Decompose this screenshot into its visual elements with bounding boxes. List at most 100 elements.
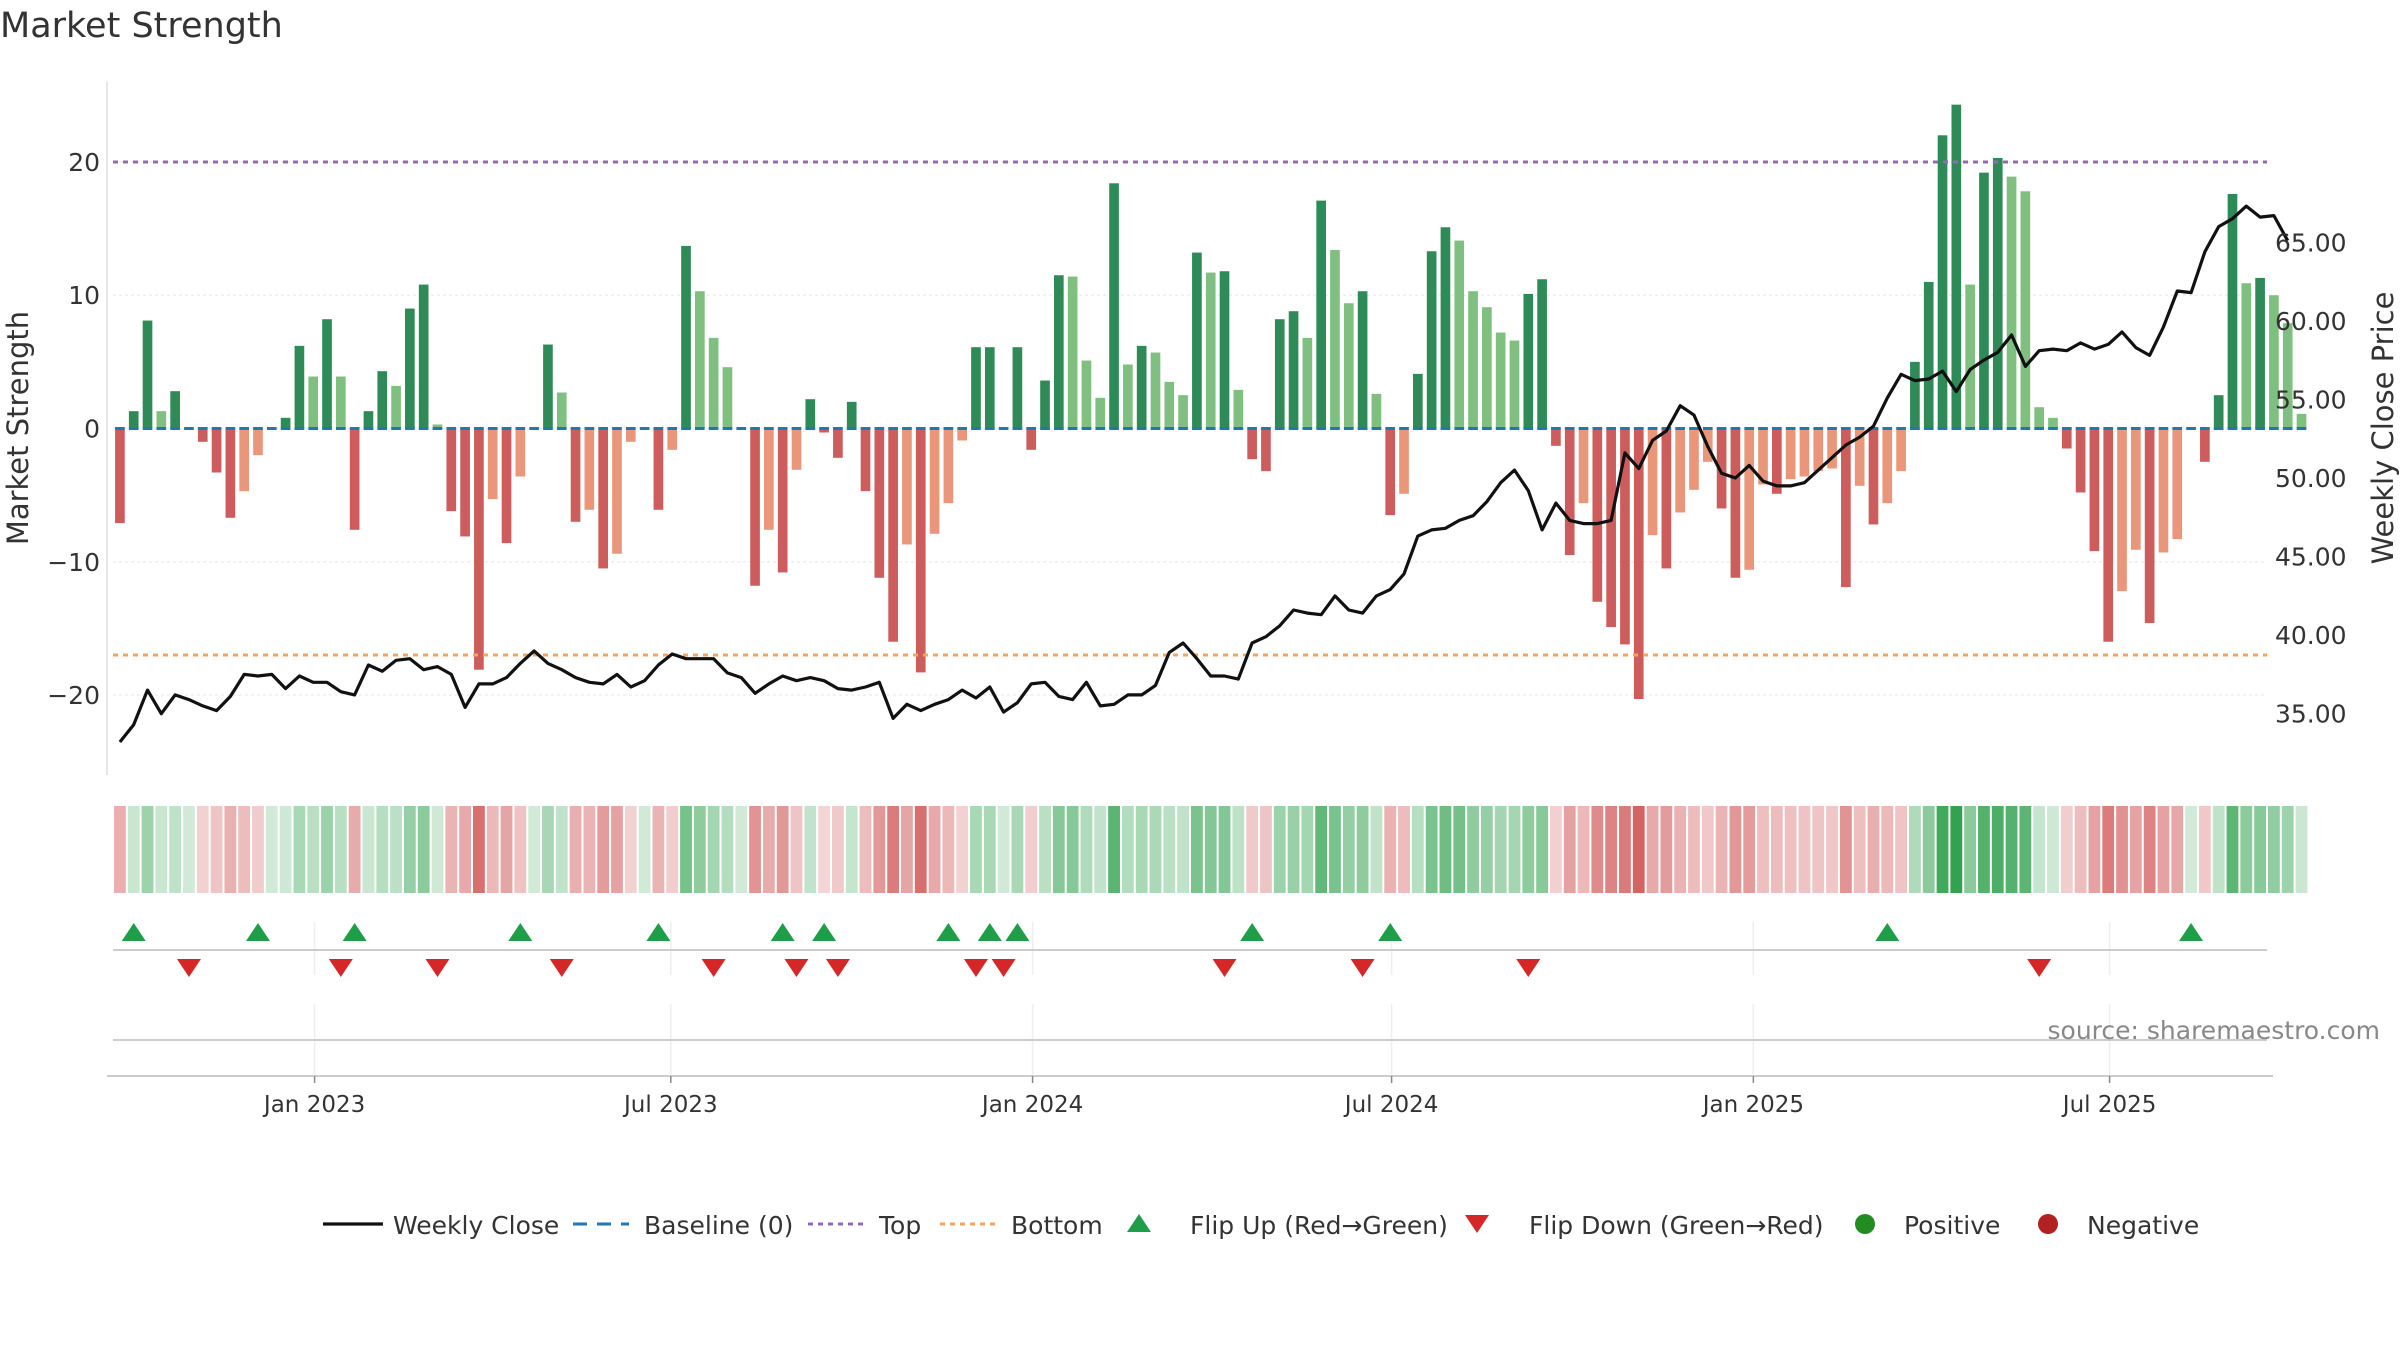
heat-cell — [1204, 806, 1217, 893]
strength-bar — [1385, 428, 1396, 516]
heat-cell — [417, 806, 430, 893]
x-tick-label: Jan 2025 — [1701, 1092, 1804, 1118]
strength-bar — [625, 428, 636, 442]
strength-bar — [391, 385, 401, 429]
strength-bar — [1482, 307, 1492, 429]
heat-cell — [307, 806, 320, 893]
legend-flip-down-label: Flip Down (Green→Red) — [1529, 1211, 1824, 1240]
strength-bar — [1675, 428, 1686, 513]
heat-cell — [1536, 806, 1548, 893]
strength-bar — [1343, 303, 1354, 429]
heat-cell — [1218, 806, 1231, 893]
strength-bar — [846, 401, 857, 429]
legend-negative-label: Negative — [2087, 1211, 2199, 1240]
heat-cell — [155, 806, 168, 893]
heat-cell — [1550, 806, 1562, 893]
strength-bar — [1440, 227, 1451, 429]
strength-bar — [1495, 332, 1506, 429]
heat-cell — [804, 806, 817, 893]
heat-cell — [956, 806, 969, 893]
strength-bar — [1067, 276, 1078, 429]
heat-cell — [776, 806, 789, 893]
right-tick-label: 35.00 — [2275, 700, 2347, 729]
heat-cell — [2033, 806, 2046, 893]
heat-cell — [1135, 806, 1148, 893]
strength-bar — [805, 399, 816, 429]
strength-bar — [1426, 251, 1437, 429]
strength-bar — [888, 428, 898, 642]
heat-cell — [293, 806, 306, 893]
flip-up-marker — [1240, 923, 1265, 941]
heat-cell — [279, 806, 292, 893]
flip-down-marker — [328, 959, 353, 977]
heat-cell — [224, 806, 237, 893]
strength-bar — [363, 411, 374, 429]
heat-cell — [169, 806, 182, 893]
heat-cell — [473, 806, 485, 893]
heat-cell — [1632, 806, 1645, 893]
main-panel: 20 10 0 −10 −20 65.00 60.00 55.00 50.00 45.00 40.… — [1, 82, 2400, 775]
heat-cell — [569, 806, 582, 893]
strength-bar — [612, 428, 622, 554]
heat-cell — [1922, 806, 1935, 893]
heat-cell — [1094, 806, 1107, 893]
x-tick-label: Jul 2025 — [2061, 1092, 2157, 1118]
heat-cell — [1646, 806, 1659, 893]
flip-up-marker — [812, 923, 837, 941]
flip-up-marker — [245, 923, 270, 941]
heat-cell — [790, 806, 803, 893]
heat-cell — [445, 806, 458, 893]
strength-bar — [833, 428, 843, 458]
flip-down-marker — [825, 959, 850, 977]
strength-bar — [335, 376, 346, 429]
heat-cell — [1315, 806, 1328, 893]
strength-bar — [860, 428, 871, 492]
heat-cell — [1149, 806, 1162, 893]
heat-cell — [597, 806, 610, 893]
strength-bar — [667, 428, 678, 450]
strength-bar — [1026, 428, 1037, 450]
heat-cell — [1039, 806, 1051, 893]
strength-bar — [1992, 157, 2003, 429]
heat-cell — [1052, 806, 1065, 893]
heat-cell — [1108, 806, 1120, 893]
heat-cell — [735, 806, 748, 893]
heat-cell — [500, 806, 513, 893]
strength-bar — [2130, 428, 2141, 550]
heat-cell — [2047, 806, 2059, 893]
flip-up-marker — [1005, 923, 1030, 941]
strength-bar — [1785, 428, 1796, 480]
heat-cell — [2198, 806, 2211, 893]
right-axis-ticks: 65.00 60.00 55.00 50.00 45.00 40.00 35.00 — [2275, 228, 2347, 728]
heat-cell — [376, 806, 389, 893]
strength-bar — [556, 392, 567, 429]
strength-bar — [487, 428, 498, 500]
strength-bar — [115, 428, 125, 524]
strength-bar — [446, 428, 457, 512]
strength-bar — [1053, 275, 1064, 429]
heat-cell — [1591, 806, 1604, 893]
heat-cell — [901, 806, 913, 893]
strength-bar — [1951, 104, 1962, 429]
strength-bar — [1261, 428, 1271, 472]
legend-flip-up-marker — [1127, 1214, 1151, 1232]
legend-bottom-label: Bottom — [1011, 1211, 1103, 1240]
strength-bar — [1454, 240, 1465, 429]
strength-bar — [929, 428, 940, 534]
heat-cell — [514, 806, 527, 893]
strength-bar — [308, 376, 319, 429]
heat-cell — [1909, 806, 1921, 893]
heat-cell — [2116, 806, 2128, 893]
legend-positive-marker — [1855, 1214, 1875, 1234]
strength-bar — [1689, 428, 1699, 490]
heat-cell — [845, 806, 858, 893]
heat-cell — [334, 806, 347, 893]
strength-bar — [1937, 135, 1948, 429]
strength-bar — [543, 344, 553, 429]
strength-bar — [1827, 428, 1837, 469]
strength-bar — [1523, 293, 1534, 429]
strength-bar — [1537, 279, 1547, 429]
legend-baseline-label: Baseline (0) — [644, 1211, 793, 1240]
strength-bar — [2296, 413, 2307, 429]
strength-bar — [1316, 200, 1327, 429]
